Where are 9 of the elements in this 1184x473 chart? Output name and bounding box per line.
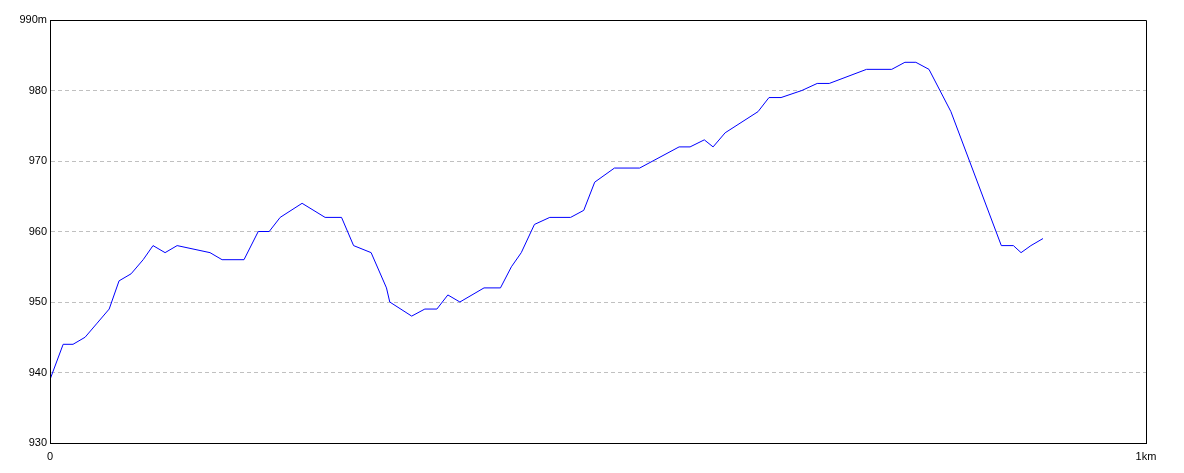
x-tick-label: 1km — [1135, 449, 1157, 462]
y-tick-label: 960 — [28, 224, 47, 237]
y-tick-label: 940 — [28, 365, 47, 378]
y-tick-label: 970 — [28, 154, 47, 167]
y-tick-label: 980 — [28, 83, 47, 96]
y-tick-label: 950 — [28, 295, 47, 308]
y-tick-label: 930 — [28, 436, 47, 449]
x-tick-label: 0 — [46, 449, 54, 462]
y-tick-label: 990m — [19, 13, 47, 26]
